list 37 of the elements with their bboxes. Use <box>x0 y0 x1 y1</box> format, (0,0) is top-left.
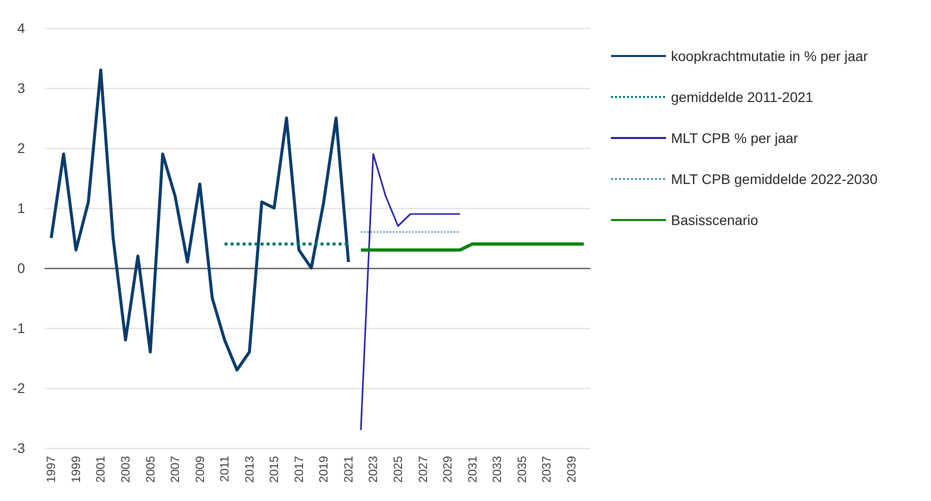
y-tick-label: 1 <box>17 200 26 216</box>
legend-label: koopkrachtmutatie in % per jaar <box>671 48 868 64</box>
line-series <box>50 68 350 372</box>
x-tick-label: 2015 <box>267 456 282 483</box>
x-tick-label: 2027 <box>416 456 430 483</box>
y-tick-label: -1 <box>12 320 26 336</box>
y-tick-label: 0 <box>17 260 26 276</box>
y-tick-label: -2 <box>12 380 26 396</box>
x-tick-label: 2025 <box>391 456 406 483</box>
y-tick-label: 4 <box>17 20 26 36</box>
x-tick-label: 2033 <box>490 456 504 483</box>
x-tick-label: 2031 <box>465 456 480 483</box>
x-tick-label: 2017 <box>292 456 306 483</box>
x-tick-label: 1999 <box>68 456 83 483</box>
x-tick-label: 2013 <box>242 456 256 483</box>
legend-label: MLT CPB gemiddelde 2022-2030 <box>671 171 878 187</box>
x-tick-label: 2005 <box>143 456 158 483</box>
y-tick-label: 3 <box>17 80 26 96</box>
x-tick-label: 2009 <box>192 456 207 483</box>
y-tick-label: 2 <box>17 140 26 156</box>
legend-label: MLT CPB % per jaar <box>671 130 798 146</box>
x-tick-label: 2001 <box>94 456 108 483</box>
x-tick-label: 2035 <box>514 456 529 483</box>
x-tick-label: 2037 <box>540 456 554 483</box>
x-tick-label: 2003 <box>118 456 133 483</box>
x-tick-label: 2021 <box>341 456 356 483</box>
line-series <box>360 153 461 431</box>
y-tick-label: -3 <box>12 440 26 456</box>
x-tick-label: 2011 <box>218 456 232 482</box>
x-tick-label: 2023 <box>366 456 380 483</box>
legend-label: Basisscenario <box>671 212 758 228</box>
x-tick-label: 2029 <box>440 456 455 483</box>
legend-label: gemiddelde 2011-2021 <box>671 89 814 105</box>
x-tick-label: 2007 <box>168 456 182 483</box>
x-tick-label: 2039 <box>564 456 578 483</box>
x-tick-label: 1997 <box>44 456 58 483</box>
x-tick-label: 2019 <box>316 456 331 483</box>
